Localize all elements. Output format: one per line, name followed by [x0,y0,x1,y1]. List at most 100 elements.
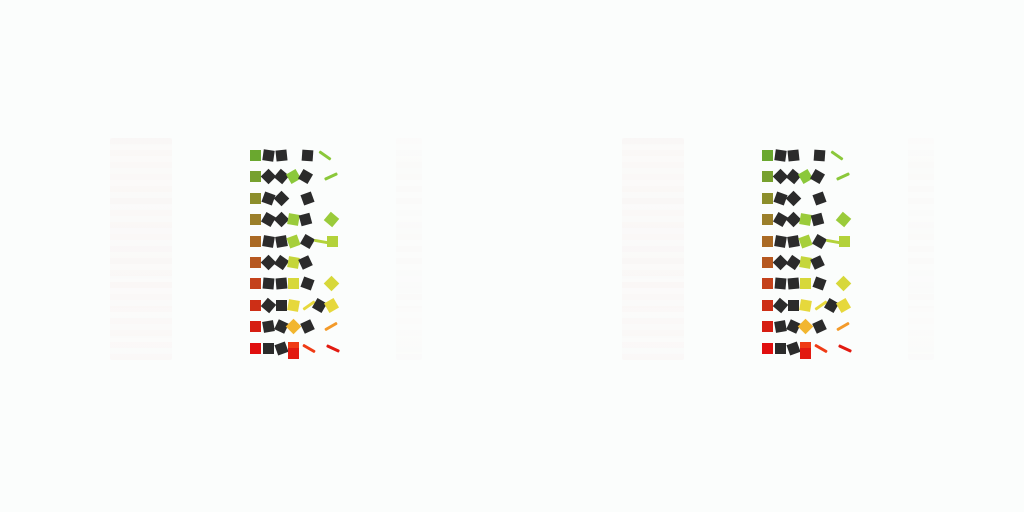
faded-pattern-right [396,138,422,360]
sliver-icon [324,321,338,332]
square-tile-icon [812,276,827,291]
accent-tile-icon [288,278,299,290]
accent-tile-icon [835,297,852,313]
square-tile-icon [301,149,314,162]
square-tile-icon [299,233,316,249]
row-marker-tile [762,321,773,333]
row-marker-tile [250,150,261,161]
square-tile-icon [774,320,787,334]
square-tile-icon [262,320,275,334]
accent-tile-icon [799,298,812,312]
square-tile-icon [276,299,287,311]
row-marker-tile [250,299,261,311]
faded-pattern-left [622,138,684,360]
row-marker-tile [250,214,261,226]
square-tile-icon [298,212,313,227]
square-tile-icon [274,341,289,356]
accent-tile-icon [800,348,811,359]
square-tile-icon [786,341,801,356]
accent-tile-icon [288,348,299,359]
sliver-icon [318,150,332,161]
square-tile-icon [775,342,786,354]
square-tile-icon [297,169,314,185]
accent-tile-icon [288,342,299,353]
square-tile-icon [787,149,800,162]
accent-tile-icon [286,234,301,249]
right-panel [612,130,942,370]
square-tile-icon [813,149,826,162]
accent-tile-icon [285,318,302,335]
square-tile-icon [263,342,274,354]
accent-tile-icon [797,318,814,335]
row-marker-tile [762,150,773,161]
accent-tile-icon [323,297,340,313]
row-marker-tile [250,235,261,247]
square-tile-icon [260,297,277,314]
accent-tile-icon [327,235,338,247]
square-tile-icon [812,319,827,334]
sliver-icon [830,150,844,161]
diamond-tile-icon [273,190,290,207]
left-panel [100,130,430,370]
accent-tile-icon [287,256,300,269]
accent-tile-icon [835,211,852,228]
row-marker-tile [762,214,773,226]
accent-tile-icon [839,235,850,247]
accent-tile-icon [800,342,811,353]
square-tile-icon [298,255,313,270]
square-tile-icon [810,255,825,270]
row-marker-tile [762,171,773,183]
row-marker-tile [762,235,773,247]
row-marker-tile [762,342,773,354]
sliver-icon [326,343,340,353]
row-marker-tile [762,299,773,311]
accent-tile-icon [798,234,813,249]
square-tile-icon [300,276,315,291]
square-tile-icon [275,149,288,162]
faded-pattern-left [110,138,172,360]
sliver-icon [836,321,850,332]
sliver-icon [836,172,850,182]
square-tile-icon [812,191,827,206]
accent-tile-icon [800,278,811,290]
square-tile-icon [774,149,787,162]
row-marker-tile [250,278,261,290]
square-tile-icon [262,149,275,162]
square-tile-icon [788,299,799,311]
diamond-tile-icon [785,190,802,207]
sliver-icon [313,238,329,244]
accent-tile-icon [287,298,300,312]
row-marker-tile [762,192,773,204]
square-tile-icon [810,212,825,227]
row-marker-tile [250,171,261,183]
faded-pattern-right [908,138,934,360]
sliver-icon [825,238,841,244]
sliver-icon [814,343,828,353]
square-tile-icon [300,319,315,334]
square-tile-icon [262,277,275,290]
row-marker-tile [250,321,261,333]
accent-tile-icon [799,256,812,269]
sliver-icon [324,172,338,182]
square-tile-icon [774,234,787,248]
square-tile-icon [772,297,789,314]
square-tile-icon [300,191,315,206]
accent-tile-icon [323,276,340,292]
row-marker-tile [762,278,773,290]
accent-tile-icon [323,211,340,228]
square-tile-icon [811,233,828,249]
square-tile-icon [262,234,275,248]
sliver-icon [302,343,316,353]
row-marker-tile [250,192,261,204]
square-tile-icon [275,277,288,290]
square-tile-icon [787,277,800,290]
row-marker-tile [762,257,773,268]
square-tile-icon [809,169,826,185]
square-tile-icon [774,277,787,290]
square-tile-icon [275,234,288,248]
row-marker-tile [250,342,261,354]
sliver-icon [838,343,852,353]
row-marker-tile [250,257,261,268]
accent-tile-icon [835,276,852,292]
